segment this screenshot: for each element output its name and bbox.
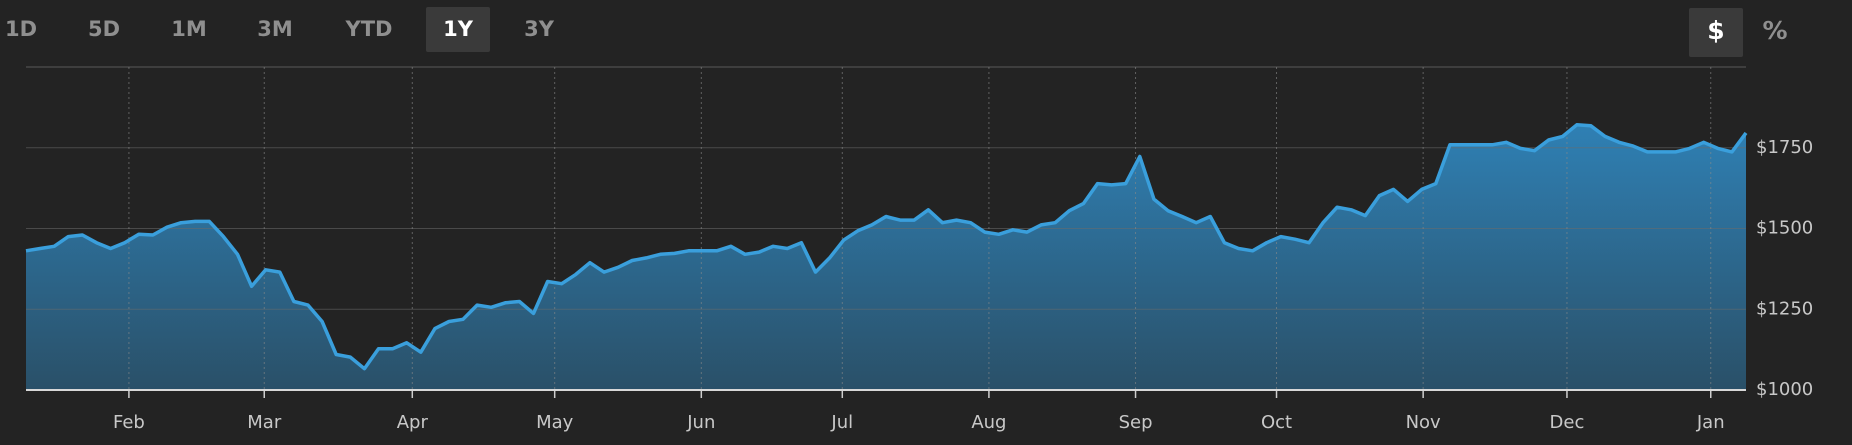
range-button[interactable]: 1Y <box>443 17 474 41</box>
price-line <box>25 123 1748 371</box>
x-tick-label: Apr <box>397 412 429 433</box>
x-tick-label: Oct <box>1261 412 1292 433</box>
range-button[interactable]: 1D <box>5 17 37 41</box>
range-button[interactable]: 3Y <box>524 17 555 41</box>
x-tick-label: Dec <box>1550 412 1585 433</box>
y-tick-label: $1250 <box>1756 298 1813 319</box>
x-tick-label: Nov <box>1406 412 1441 433</box>
x-tick-label: Jun <box>686 412 715 433</box>
x-tick-label: Jan <box>1696 412 1725 433</box>
range-button[interactable]: 5D <box>88 17 120 41</box>
y-tick-label: $1750 <box>1756 137 1813 158</box>
x-tick-label: Feb <box>113 412 145 433</box>
x-tick-label: Aug <box>971 412 1006 433</box>
x-tick-label: Mar <box>247 412 282 433</box>
x-tick-label: Sep <box>1119 412 1153 433</box>
range-button-bg <box>426 7 490 52</box>
unit-button[interactable]: % <box>1762 16 1787 45</box>
y-tick-label: $1000 <box>1756 379 1813 400</box>
range-button[interactable]: YTD <box>345 17 393 41</box>
range-button[interactable]: 1M <box>171 17 207 41</box>
x-tick-label: May <box>536 412 574 433</box>
y-tick-label: $1500 <box>1756 218 1813 239</box>
unit-button[interactable]: $ <box>1707 16 1724 45</box>
area <box>26 124 1746 391</box>
x-tick-label: Jul <box>830 412 853 433</box>
unit-button-bg <box>1689 8 1743 57</box>
range-button[interactable]: 3M <box>257 17 293 41</box>
